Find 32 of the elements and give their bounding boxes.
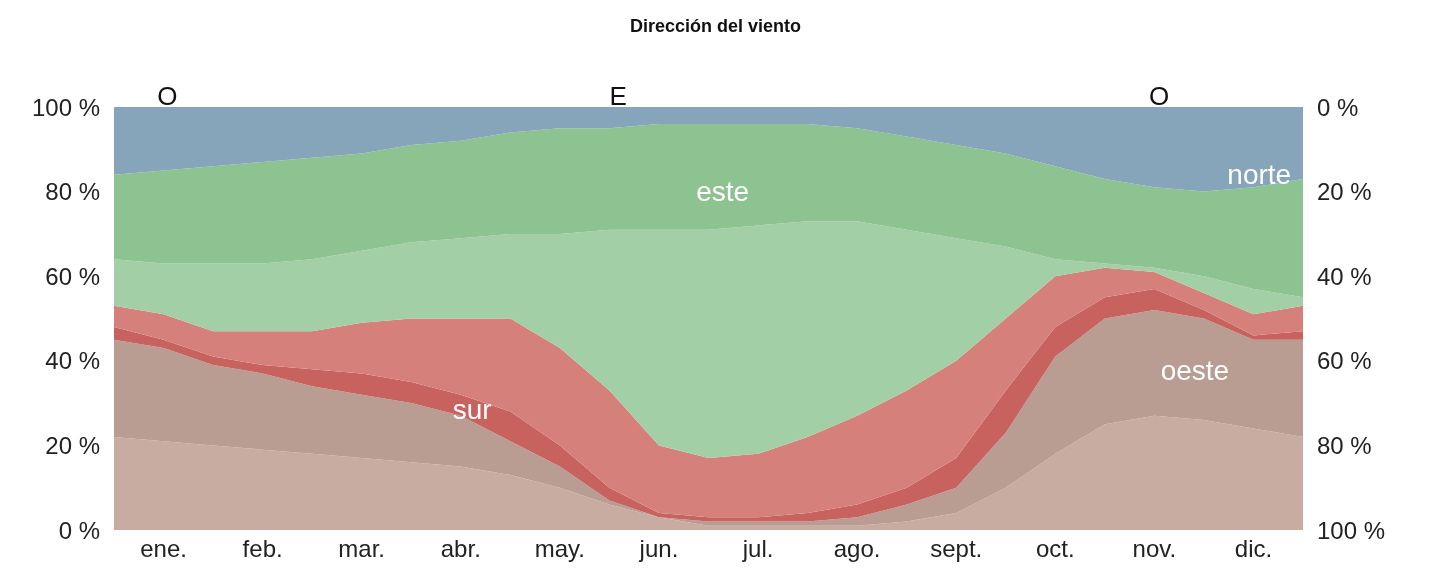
x-tick-label: ago. — [833, 534, 881, 562]
y2-tick-label: 40 % — [1317, 262, 1372, 290]
x-tick-label: abr. — [440, 534, 481, 562]
annotation: sur — [452, 393, 492, 425]
x-tick-label: jul. — [741, 534, 774, 562]
y2-tick-label: 80 % — [1317, 431, 1372, 459]
x-tick-label: feb. — [242, 534, 283, 562]
annotation: O — [157, 80, 178, 111]
annotation: este — [696, 175, 750, 207]
annotation: norte — [1227, 158, 1292, 190]
chart-title: Dirección del viento — [629, 16, 802, 36]
y-tick-label: 60 % — [45, 262, 100, 290]
y2-tick-label: 20 % — [1317, 178, 1372, 206]
annotation: E — [609, 80, 627, 111]
y-tick-label: 100 % — [31, 93, 100, 121]
annotation: O — [1148, 80, 1170, 111]
x-tick-label: sept. — [930, 534, 983, 562]
x-tick-label: oct. — [1035, 534, 1075, 562]
y-tick-label: 40 % — [45, 347, 100, 375]
y-tick-label: 80 % — [45, 178, 100, 206]
y-tick-label: 20 % — [45, 431, 100, 459]
y2-tick-label: 100 % — [1317, 516, 1386, 544]
x-tick-label: mar. — [338, 534, 386, 562]
y2-tick-label: 0 % — [1317, 93, 1359, 121]
x-tick-label: nov. — [1132, 534, 1177, 562]
x-tick-label: ene. — [140, 534, 187, 562]
x-tick-label: dic. — [1234, 534, 1273, 562]
y2-tick-label: 60 % — [1317, 347, 1372, 375]
x-tick-label: jun. — [638, 534, 679, 562]
y-tick-label: 0 % — [58, 516, 100, 544]
x-tick-label: may. — [534, 534, 585, 562]
annotation: oeste — [1160, 354, 1230, 386]
